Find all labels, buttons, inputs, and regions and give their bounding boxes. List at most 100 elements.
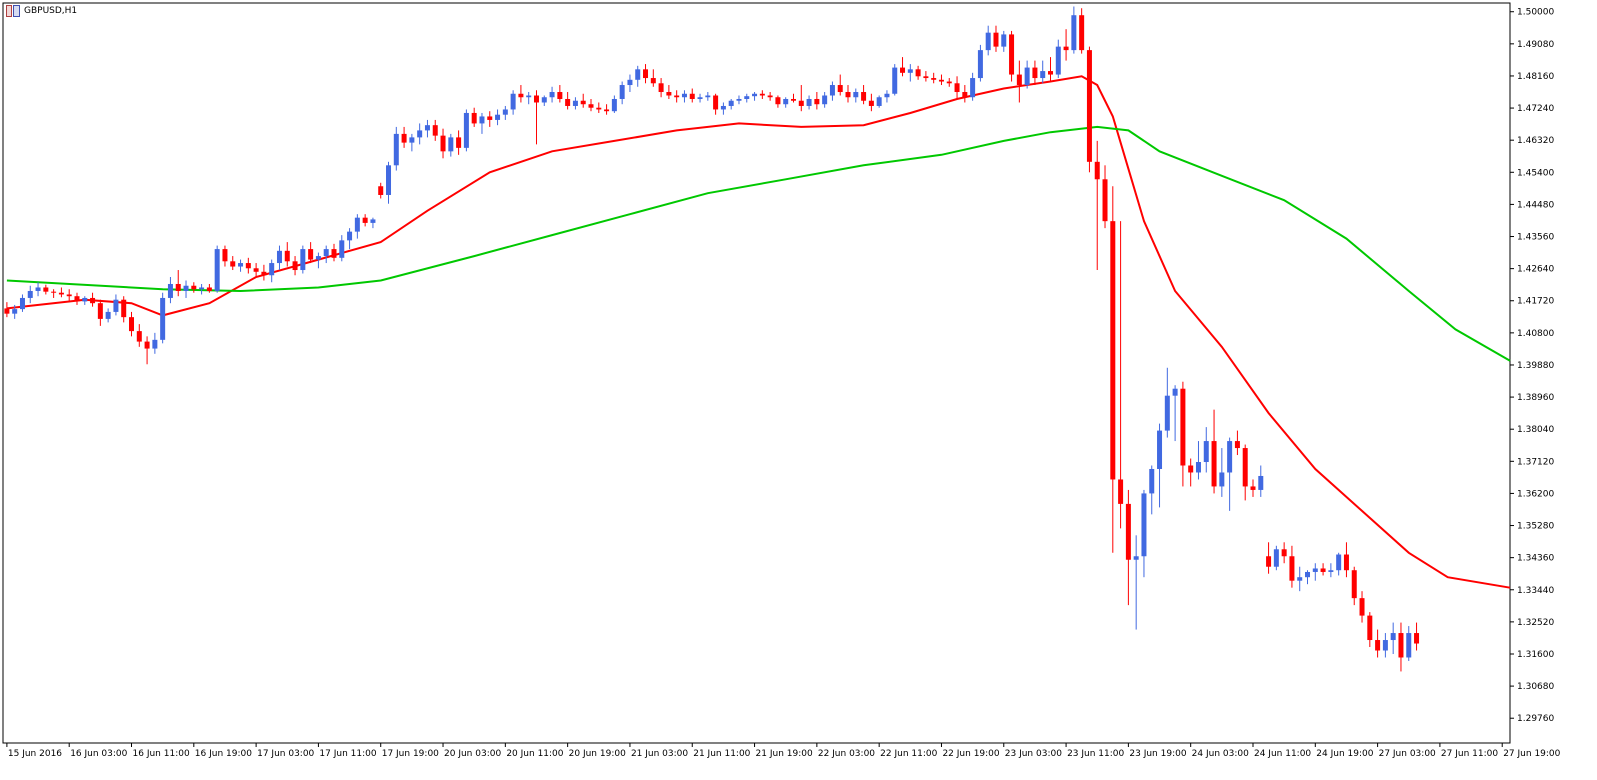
candle-body — [269, 263, 275, 276]
candle — [253, 263, 259, 278]
candle — [806, 95, 812, 110]
candle — [323, 245, 329, 264]
candle — [1305, 570, 1311, 585]
candle — [230, 256, 236, 271]
candle-body — [401, 133, 407, 143]
candle-body — [479, 116, 485, 124]
candle-body — [705, 95, 711, 98]
candle-body — [276, 250, 282, 264]
candle — [432, 119, 438, 141]
candle — [938, 74, 944, 86]
candles — [4, 6, 1420, 672]
candle — [1250, 479, 1256, 497]
candle — [1258, 465, 1264, 497]
candle — [1149, 465, 1155, 515]
candle-body — [1211, 441, 1217, 487]
candle-body — [323, 249, 329, 257]
candle-body — [1351, 570, 1357, 599]
candle-body — [417, 130, 423, 138]
candle-body — [105, 311, 111, 319]
y-tick-label: 1.32520 — [1517, 618, 1554, 628]
y-tick-label: 1.42640 — [1517, 265, 1554, 275]
candle — [1227, 437, 1233, 511]
candle — [798, 85, 804, 112]
candle — [518, 85, 524, 103]
candle-body — [1180, 388, 1186, 466]
candle-body — [689, 93, 695, 99]
x-tick-label: 17 Jun 11:00 — [319, 749, 376, 759]
candle-body — [35, 287, 41, 291]
candle-body — [1289, 556, 1295, 581]
candle — [269, 259, 275, 283]
candle — [417, 123, 423, 145]
candle-body — [206, 287, 212, 291]
candle — [315, 252, 321, 269]
candle — [1297, 566, 1303, 592]
candle — [386, 161, 392, 204]
candle — [66, 289, 72, 302]
candle-body — [829, 85, 835, 96]
candle-body — [144, 341, 150, 349]
candle-body — [1266, 556, 1272, 567]
candle — [12, 304, 18, 319]
candle — [588, 98, 594, 112]
y-tick-label: 1.33440 — [1517, 586, 1554, 596]
y-tick-label: 1.48160 — [1517, 72, 1554, 82]
candle — [1172, 385, 1178, 442]
candle-body — [604, 109, 610, 112]
candle — [977, 44, 983, 82]
candle — [923, 71, 929, 82]
candle — [1086, 46, 1092, 173]
x-tick-label: 20 Jun 11:00 — [506, 749, 563, 759]
x-tick-label: 21 Jun 03:00 — [631, 749, 688, 759]
candle-body — [284, 250, 290, 262]
candle-body — [253, 268, 259, 272]
candle — [681, 90, 687, 103]
candle-body — [1188, 465, 1194, 473]
time-axis: 15 Jun 2016 16 Jun 03:00 16 Jun 11:00 16 Ju… — [6, 743, 1561, 759]
candle-body — [658, 83, 664, 93]
x-tick-label: 22 Jun 03:00 — [818, 749, 875, 759]
y-tick-label: 1.29760 — [1517, 714, 1554, 724]
candle — [82, 296, 88, 305]
candle-body — [495, 114, 501, 120]
candle-body — [12, 309, 18, 314]
candle — [767, 92, 773, 101]
candle-body — [502, 109, 508, 115]
candle-body — [1086, 50, 1092, 162]
candle-body — [58, 292, 64, 295]
candle-body — [549, 92, 555, 98]
candle-body — [565, 98, 571, 106]
x-tick-label: 24 Jun 11:00 — [1254, 749, 1311, 759]
candle-body — [1024, 67, 1030, 86]
candle — [946, 78, 952, 87]
x-tick-label: 22 Jun 11:00 — [880, 749, 937, 759]
y-tick-label: 1.38040 — [1517, 425, 1554, 435]
candle-body — [74, 296, 80, 302]
candle-body — [424, 125, 430, 131]
candle — [191, 282, 197, 293]
x-tick-label: 16 Jun 19:00 — [195, 749, 252, 759]
candle-body — [1079, 15, 1085, 51]
candle — [993, 25, 999, 52]
candle — [1180, 381, 1186, 487]
candle-body — [1048, 71, 1054, 75]
candle — [541, 95, 547, 106]
candle — [136, 324, 142, 347]
moving-averages — [6, 75, 1511, 589]
candle-body — [977, 50, 983, 79]
candle — [1211, 409, 1217, 494]
candle-body — [448, 137, 454, 152]
candle — [74, 292, 80, 305]
candle — [347, 228, 353, 250]
candle — [1016, 60, 1022, 103]
candle — [105, 308, 111, 323]
candle — [674, 90, 680, 103]
candle-body — [386, 165, 392, 195]
candle-body — [1141, 493, 1147, 557]
candle — [650, 69, 656, 87]
candle — [744, 93, 750, 103]
y-tick-label: 1.38960 — [1517, 393, 1554, 403]
